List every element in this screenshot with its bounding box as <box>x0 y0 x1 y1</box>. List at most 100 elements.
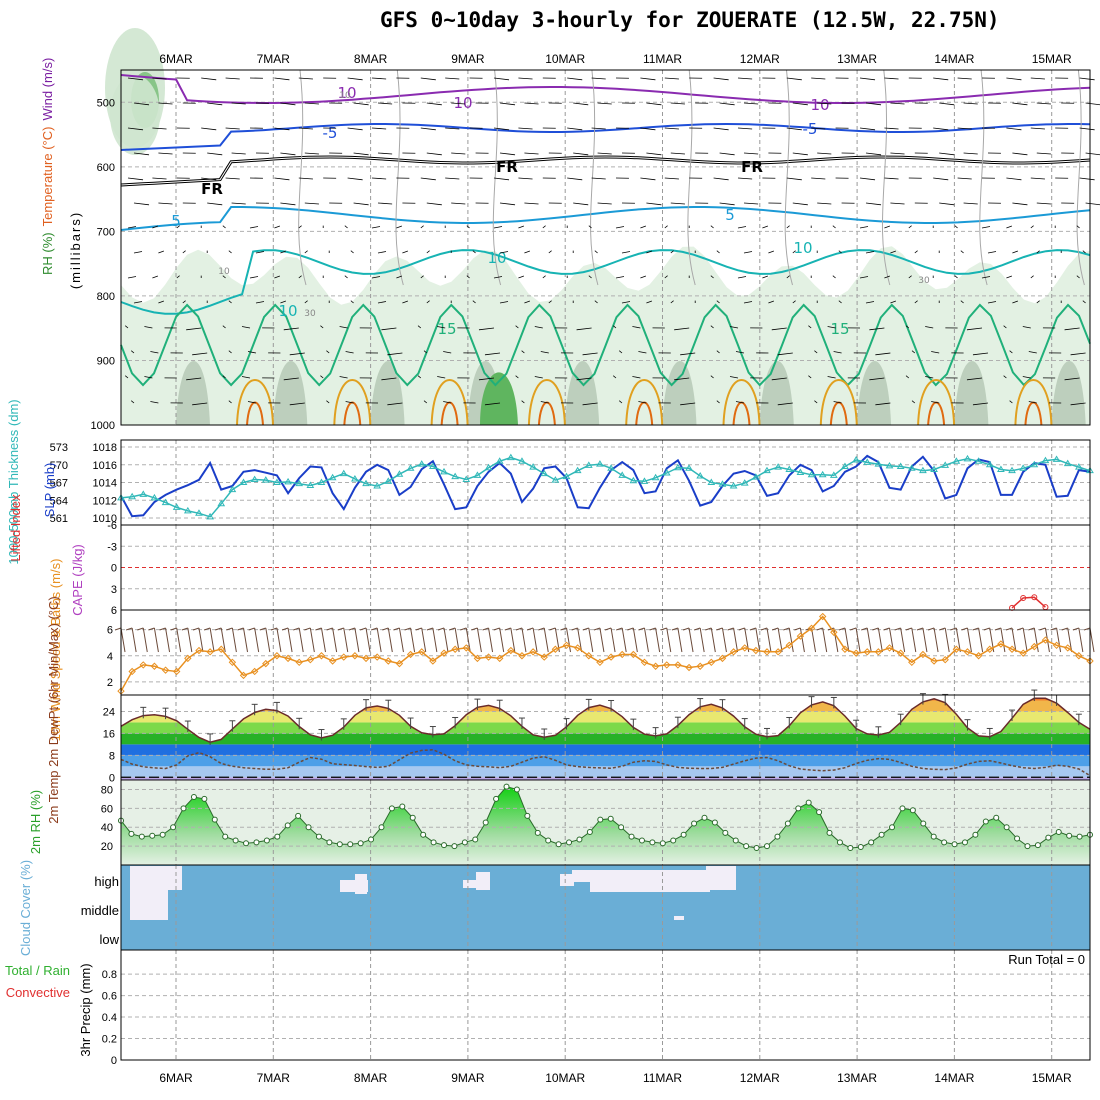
thickness-marker <box>607 464 615 471</box>
wind-barb <box>817 102 832 105</box>
wind-barb <box>521 350 525 354</box>
cloud-clear-patch <box>674 916 684 920</box>
wind-barb-flag <box>861 627 868 631</box>
wind-barb <box>518 127 533 130</box>
wind-barb <box>417 375 422 379</box>
wind-barb-flag <box>983 627 990 631</box>
wind-barb-flag <box>716 627 723 631</box>
rh-marker <box>295 812 302 819</box>
wind-barb-flag <box>972 627 979 631</box>
date-label-bottom: 11MAR <box>643 1071 682 1085</box>
contour-label: 10 <box>810 96 829 114</box>
wind-barb <box>287 627 293 653</box>
wind-barb <box>276 627 282 653</box>
wind-barb <box>710 275 714 279</box>
thickness-marker <box>428 462 437 470</box>
wind-barb <box>298 627 304 653</box>
wind-barb <box>320 375 324 379</box>
rh-marker <box>149 832 156 839</box>
wind-speed-marker <box>495 654 504 663</box>
wind-barb <box>615 276 625 279</box>
wind-barb <box>737 177 753 180</box>
thickness-tick-label: 564 <box>50 495 68 507</box>
wind-barb <box>978 627 984 653</box>
wind-tick-label: 2 <box>107 677 113 689</box>
wind-barb <box>207 202 223 206</box>
wind-barb <box>426 152 442 156</box>
wind-barb <box>298 275 302 279</box>
wind-barb <box>632 627 638 653</box>
cloud-clear-patch <box>130 866 182 890</box>
rh-marker <box>732 837 739 844</box>
wind-barb <box>133 301 143 304</box>
wind-speed-marker <box>473 654 482 663</box>
wind-barb <box>209 627 215 653</box>
wind-barb <box>670 300 674 304</box>
wind-barb <box>437 376 446 379</box>
freezing-level-line <box>120 155 1091 187</box>
contour-label: FR <box>741 158 763 176</box>
rh-marker <box>1076 833 1083 840</box>
thickness-marker <box>384 477 393 484</box>
rh-marker <box>743 843 750 850</box>
wind-barb <box>674 377 690 381</box>
rh-marker <box>649 839 656 846</box>
wind-barb <box>445 77 460 80</box>
cloud-level-label: high <box>94 874 119 889</box>
wind-barb <box>443 627 449 653</box>
wind-barb <box>484 402 501 406</box>
wind-barb <box>353 202 369 206</box>
thickness-marker <box>696 472 705 479</box>
wind-barb <box>875 352 891 356</box>
wind-barb <box>777 352 793 356</box>
wind-speed-marker <box>184 654 192 663</box>
thickness-marker <box>484 463 493 471</box>
wind-barb <box>573 152 589 156</box>
wind-barb <box>1028 401 1037 404</box>
wind-barb <box>320 627 326 653</box>
wind-speed-marker <box>462 644 470 652</box>
wind-barb <box>621 301 631 304</box>
wind-barb-flag <box>259 627 266 631</box>
thickness-ylabel: 1000-500mb Thickness (dm) <box>6 399 21 564</box>
date-label-top: 10MAR <box>545 52 585 66</box>
wind-barb <box>855 627 861 653</box>
thickness-marker <box>362 479 370 487</box>
wind-barb <box>768 300 775 304</box>
cloud-level-label: low <box>99 932 119 947</box>
wind-barb <box>594 300 598 304</box>
rh-marker <box>159 831 166 838</box>
temperature-contour-20 <box>333 379 372 426</box>
wind-barb <box>127 77 144 81</box>
pressure-tick-label: 600 <box>97 162 115 174</box>
wind-barb <box>420 275 424 279</box>
wind-barb <box>771 327 787 331</box>
wind-barb-flag <box>248 627 255 631</box>
wind-barb <box>743 152 759 155</box>
wind-barb <box>130 400 135 404</box>
wind-speed-marker <box>1064 644 1072 652</box>
wind-speed-marker <box>718 654 727 663</box>
wind-barb <box>524 250 531 254</box>
wind-barb <box>1079 127 1095 131</box>
wind-barb-flag <box>671 627 679 631</box>
wind-barb <box>597 202 612 205</box>
wind-barb <box>142 627 148 653</box>
wind-barb <box>231 102 246 105</box>
wind-speed-marker <box>351 652 359 660</box>
wind-barb <box>542 275 546 279</box>
wind-barb <box>646 102 662 106</box>
wind-speed-marker <box>150 662 159 670</box>
wind-barb <box>960 250 964 254</box>
chart-title: GFS 0~10day 3-hourly for ZOUERATE (12.5W… <box>380 8 1000 32</box>
wind-barb <box>716 350 720 354</box>
rh-marker <box>513 786 520 793</box>
wind-barb-flag <box>604 627 612 631</box>
wind-barb <box>1012 102 1028 106</box>
wind-barb <box>1009 350 1013 354</box>
wind-speed-marker <box>340 653 348 661</box>
wind-barb <box>133 102 150 106</box>
rh-marker <box>805 799 812 806</box>
rh-marker <box>263 837 270 844</box>
